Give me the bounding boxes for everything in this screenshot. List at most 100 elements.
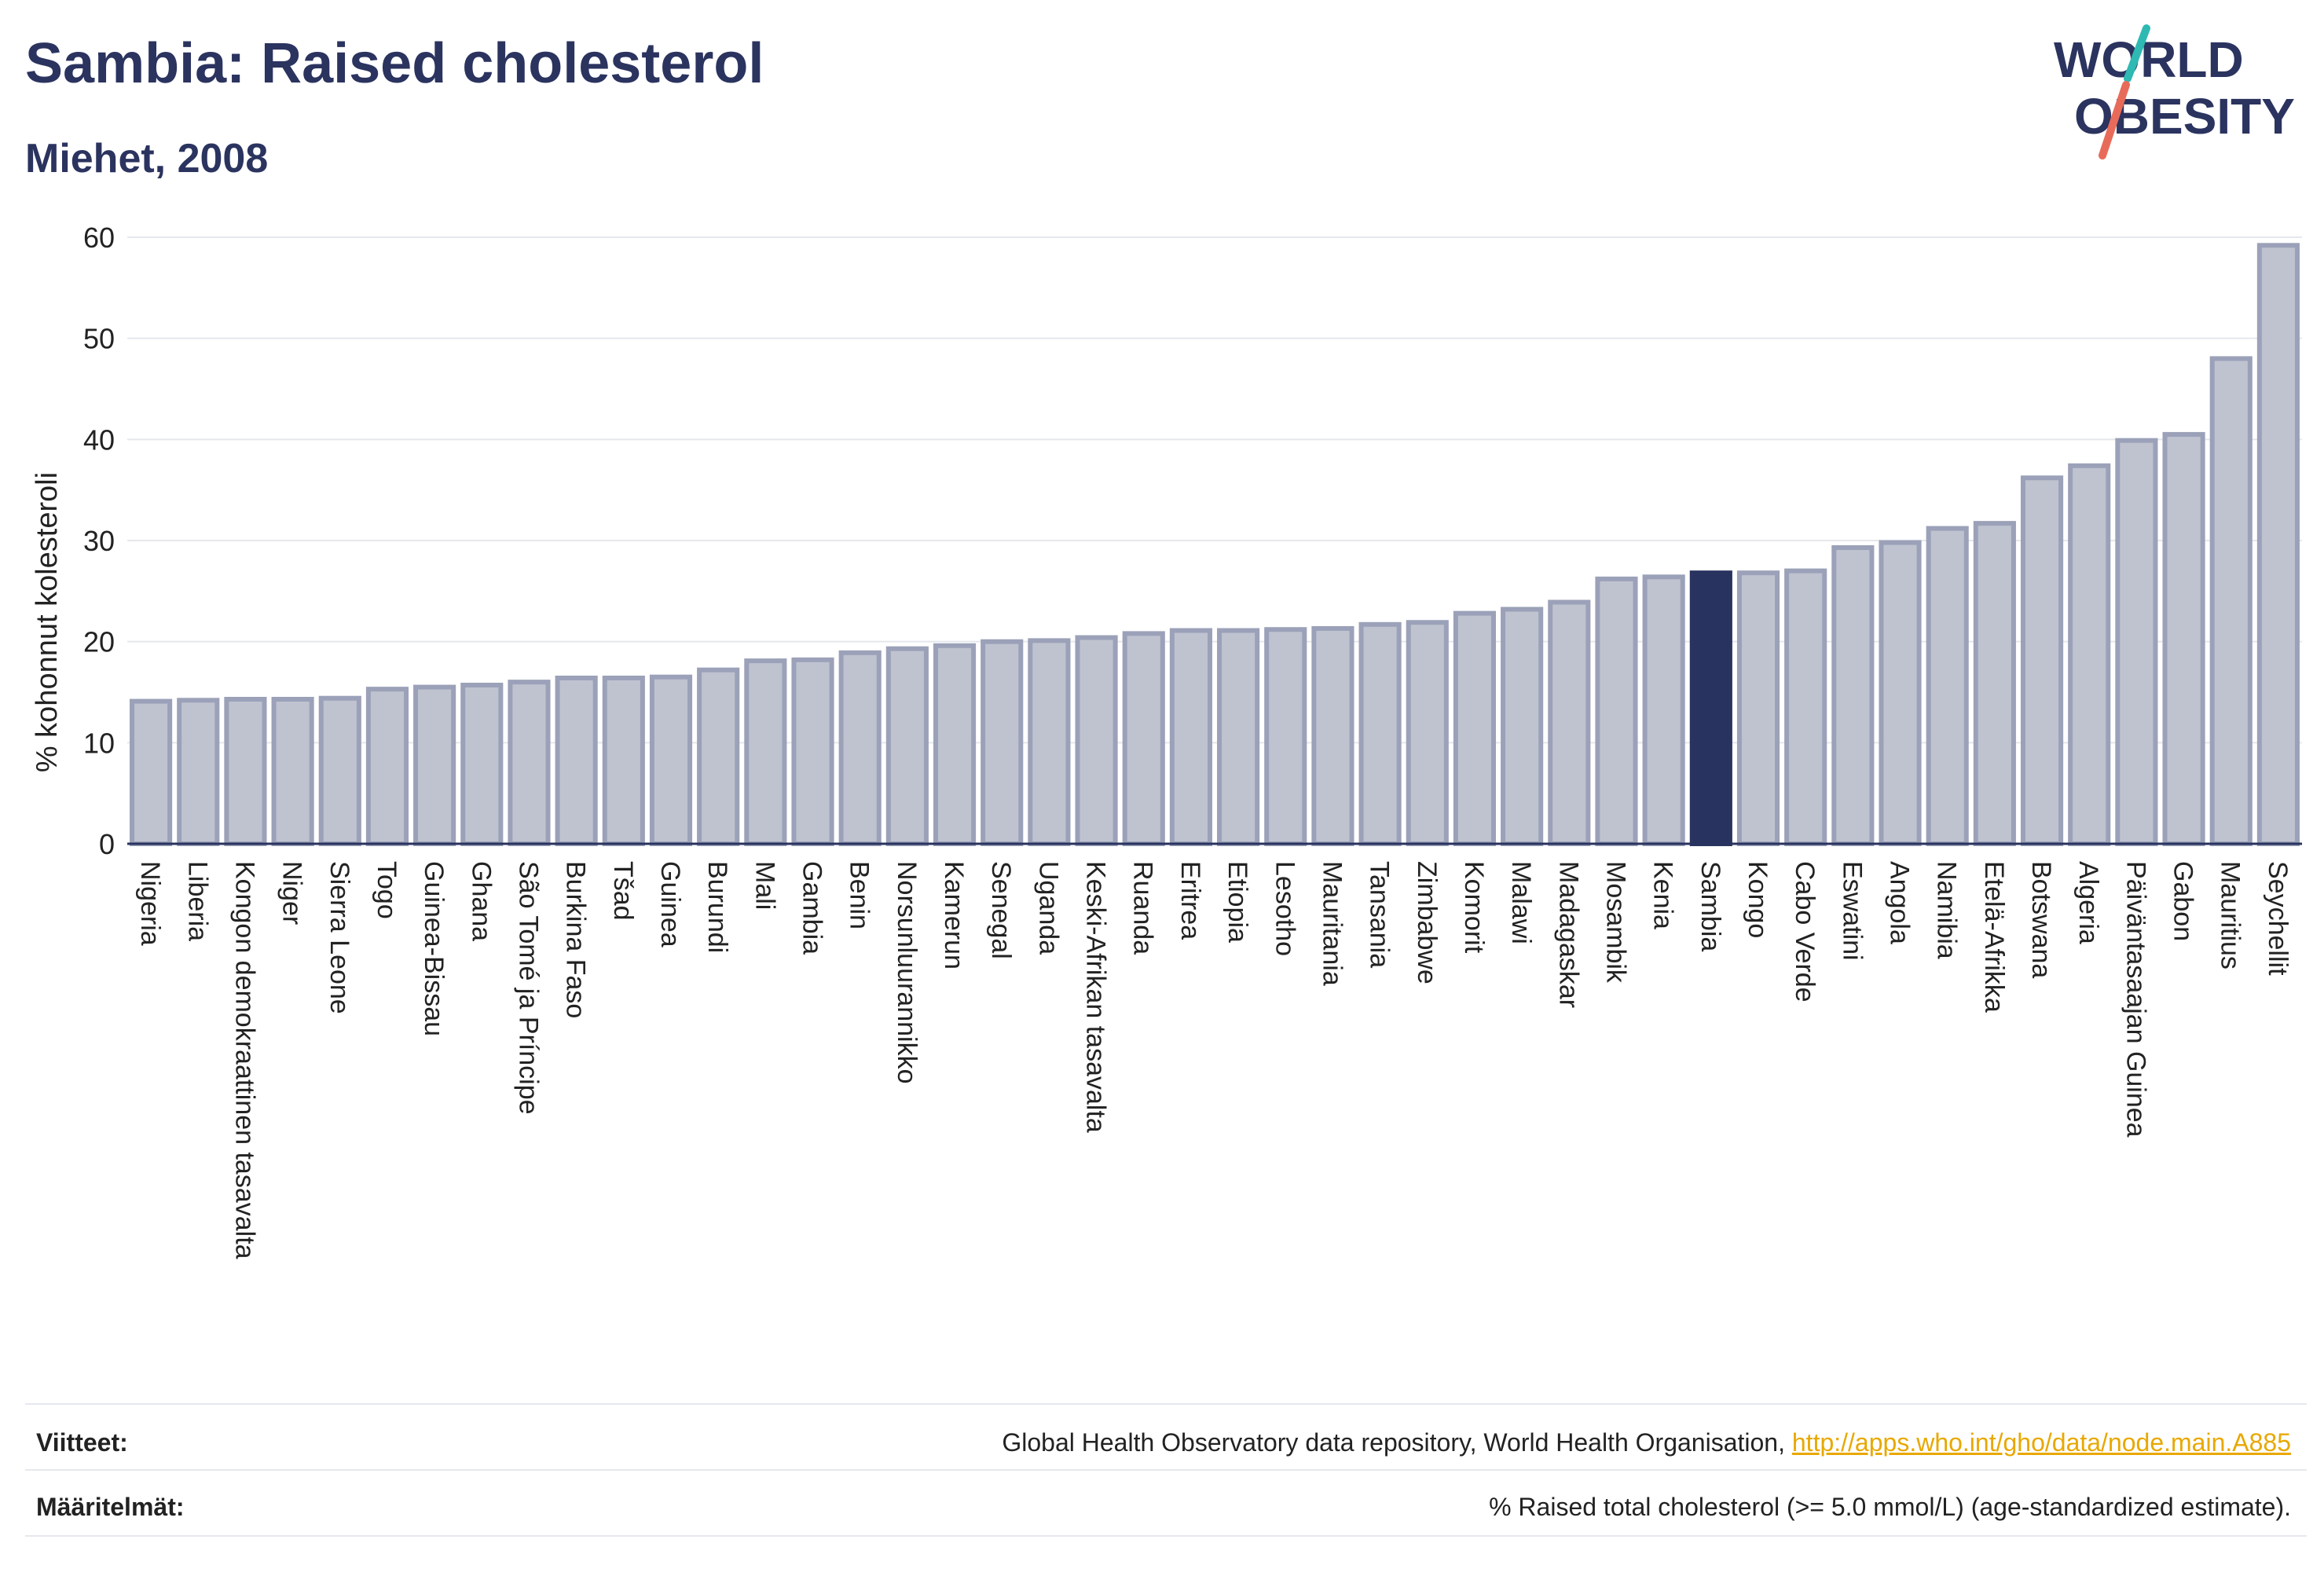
x-tick-label: Zimbabwe [1412, 861, 1442, 984]
bar-ghana[interactable] [460, 682, 504, 847]
bar-são-tomé-ja-príncipe[interactable] [508, 680, 551, 847]
bar-algeria[interactable] [2068, 463, 2111, 847]
bar-eritrea[interactable] [1169, 628, 1212, 846]
y-axis-label: % kohonnut kolesteroli [31, 472, 64, 772]
y-tick-label: 40 [83, 423, 115, 456]
bar-päiväntasaajan-guinea[interactable] [2115, 438, 2158, 846]
bar-niger[interactable] [271, 697, 314, 846]
definitions-row: Määritelmät: % Raised total cholesterol … [36, 1483, 2291, 1530]
bar-gabon[interactable] [2162, 431, 2205, 846]
x-tick-label: Madagaskar [1553, 861, 1583, 1008]
bar-botswana[interactable] [2020, 475, 2064, 847]
x-tick-label: Tšad [608, 861, 638, 921]
x-tick-label: Eswatini [1837, 861, 1867, 961]
bar-eswatini[interactable] [1831, 545, 1875, 846]
bar-komorit[interactable] [1453, 610, 1497, 846]
footer-divider-middle [25, 1469, 2307, 1471]
x-tick-label: Algeria [2073, 861, 2103, 944]
x-tick-label: Mauritania [1317, 861, 1347, 986]
x-tick-label: Mosambik [1600, 861, 1630, 984]
bar-ruanda[interactable] [1122, 631, 1165, 847]
bar-sambia[interactable] [1689, 570, 1732, 846]
bar-kongon-demokraattinen-tasavalta[interactable] [224, 697, 267, 846]
bar-burkina-faso[interactable] [555, 675, 598, 847]
bar-benin[interactable] [838, 650, 882, 846]
bar-zimbabwe[interactable] [1406, 620, 1449, 846]
bar-chart: Nigeria Liberia Kongon demokraattinen tasa… [31, 222, 2302, 1259]
definitions-text: % Raised total cholesterol (>= 5.0 mmol/… [1489, 1492, 2291, 1521]
x-tick-label: Burundi [702, 861, 732, 953]
x-tick-label: Kenia [1648, 861, 1678, 929]
x-tick-label: Mali [750, 861, 779, 910]
bar-nigeria[interactable] [130, 698, 173, 847]
x-tick-label: Ghana [466, 861, 496, 941]
x-tick-label: Guinea-Bissau [419, 861, 449, 1036]
bar-uganda[interactable] [1028, 638, 1071, 846]
x-tick-label: Togo [372, 861, 401, 919]
bar-mauritania[interactable] [1311, 625, 1354, 846]
logo-slash-coral [2099, 81, 2130, 159]
bar-seychellit[interactable] [2256, 243, 2300, 846]
x-tick-label: Komorit [1459, 861, 1489, 954]
x-tick-label: Niger [277, 861, 307, 925]
y-tick-label: 60 [83, 222, 115, 254]
bar-mosambik[interactable] [1595, 576, 1638, 846]
x-tick-label: Kongo [1743, 861, 1772, 938]
bar-kenia[interactable] [1642, 574, 1685, 846]
footer-divider-bottom [25, 1535, 2307, 1537]
x-tick-label: Benin [845, 861, 874, 929]
x-tick-label: Etelä-Afrikka [1979, 861, 2009, 1013]
x-tick-label: Senegal [986, 861, 1016, 959]
bar-guinea[interactable] [649, 674, 693, 847]
bar-namibia[interactable] [1926, 526, 1969, 846]
bar-angola[interactable] [1879, 540, 1922, 846]
bar-togo[interactable] [365, 687, 409, 847]
x-tick-label: Nigeria [135, 861, 165, 946]
x-tick-label: Lesotho [1270, 861, 1299, 956]
bar-norsunluurannikko[interactable] [885, 646, 929, 846]
x-tick-label: Cabo Verde [1790, 861, 1820, 1002]
bar-gambia[interactable] [791, 657, 834, 846]
bar-madagaskar[interactable] [1548, 599, 1591, 847]
bar-kongo[interactable] [1736, 570, 1780, 846]
definitions-label: Määritelmät: [36, 1492, 185, 1521]
y-tick-label: 0 [99, 828, 115, 860]
bar-senegal[interactable] [981, 639, 1024, 847]
x-tick-label: Keski-Afrikan tasavalta [1081, 861, 1111, 1133]
x-tick-label: Guinea [655, 861, 685, 947]
bar-keski-afrikan-tasavalta[interactable] [1075, 635, 1118, 847]
x-tick-label: Ruanda [1128, 861, 1158, 955]
x-tick-label: Uganda [1033, 861, 1063, 955]
y-tick-label: 20 [83, 626, 115, 658]
bar-liberia[interactable] [177, 698, 220, 846]
bar-etiopia[interactable] [1217, 628, 1260, 846]
bar-etelä-afrikka[interactable] [1973, 521, 2016, 846]
x-tick-label: Liberia [182, 861, 212, 941]
footer-divider-top [25, 1403, 2307, 1405]
chart-subtitle: Miehet, 2008 [25, 136, 269, 181]
x-tick-label: Päiväntasaajan Guinea [2121, 861, 2150, 1138]
bar-malawi[interactable] [1501, 607, 1544, 846]
x-tick-label: Mauritius [2216, 861, 2245, 969]
bar-tansania[interactable] [1358, 621, 1402, 846]
bar-mali[interactable] [744, 658, 787, 847]
bar-cabo-verde[interactable] [1784, 568, 1827, 846]
bar-mauritius[interactable] [2209, 356, 2253, 846]
bar-sierra-leone[interactable] [318, 695, 361, 846]
x-tick-label: Norsunluurannikko [892, 861, 922, 1084]
bar-guinea-bissau[interactable] [413, 684, 456, 846]
x-tick-label: Angola [1885, 861, 1915, 944]
x-tick-label: Etiopia [1222, 861, 1252, 943]
y-tick-label: 10 [83, 727, 115, 759]
bar-burundi[interactable] [697, 667, 740, 847]
x-tick-label: Botswana [2026, 861, 2056, 978]
references-text: Global Health Observatory data repositor… [1002, 1428, 1792, 1457]
logo-text-world: WORLD [2054, 31, 2244, 88]
bar-kamerun[interactable] [933, 643, 977, 847]
x-tick-label: Kamerun [939, 861, 969, 969]
chart-title: Sambia: Raised cholesterol [25, 32, 764, 95]
y-tick-label: 50 [83, 323, 115, 355]
bar-lesotho[interactable] [1264, 627, 1307, 847]
references-link[interactable]: http://apps.who.int/gho/data/node.main.A… [1791, 1428, 2291, 1457]
bar-tšad[interactable] [602, 675, 645, 847]
